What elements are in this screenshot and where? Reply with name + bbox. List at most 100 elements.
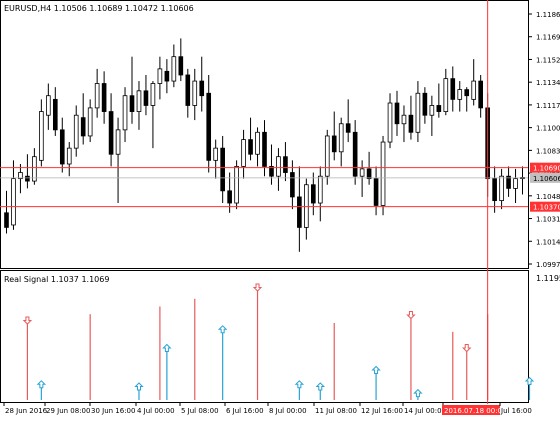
candle <box>352 120 358 185</box>
indicator-axis-top-label: 1.1195 <box>536 274 560 283</box>
signal-blue <box>524 376 535 400</box>
candle-body <box>248 139 253 155</box>
candle-body <box>324 135 330 177</box>
candle <box>192 68 198 121</box>
candle-body <box>227 190 232 204</box>
price-axis-label: 1.10315 <box>536 216 560 224</box>
main-header: EURUSD,H4 1.10506 1.10689 1.10472 1.1060… <box>4 4 194 13</box>
candle <box>164 59 170 94</box>
up-arrow-icon <box>162 343 172 352</box>
time-axis-label: 11 Jul 08:00 <box>315 407 357 415</box>
candle-body <box>331 135 337 153</box>
candle-body <box>450 78 456 100</box>
candles-layer <box>4 38 525 252</box>
candle-body <box>199 80 205 97</box>
candle-body <box>492 178 497 201</box>
signal-red <box>462 344 472 400</box>
candle <box>443 68 449 116</box>
candle <box>220 135 225 204</box>
candle-body <box>87 107 93 137</box>
candle-body <box>304 184 309 228</box>
candle-body <box>150 83 156 106</box>
down-arrow-icon <box>406 311 416 320</box>
price-axis: 1.11865 1.11690 1.11520 1.11345 1.11175 1.110… <box>528 11 560 269</box>
price-axis-label: 1.11345 <box>536 79 560 87</box>
candle-body <box>255 131 260 155</box>
candle-body <box>359 168 365 177</box>
time-axis-label: 30 Jun 16:00 <box>91 407 135 415</box>
price-tag-value: 1.10690 <box>533 165 560 173</box>
candle <box>32 148 37 185</box>
signal-blue <box>36 380 47 400</box>
candle-body <box>11 178 16 226</box>
candle-body <box>297 196 302 228</box>
candle-body <box>39 111 44 161</box>
candle-body <box>506 175 511 189</box>
up-arrow-icon <box>36 380 47 389</box>
candle <box>310 172 316 216</box>
candle <box>87 99 93 143</box>
candle-body <box>464 89 470 97</box>
candle-body <box>401 114 407 125</box>
candle-body <box>52 98 58 131</box>
down-arrow-icon <box>22 316 33 325</box>
price-tag-value: 1.10370 <box>533 204 560 212</box>
signals-layer <box>22 283 535 400</box>
candle <box>136 81 142 130</box>
candle-body <box>185 74 191 106</box>
candle <box>464 87 470 112</box>
price-tag-lower-level: 1.10370 <box>530 201 560 212</box>
candle-body <box>241 139 246 167</box>
candle <box>101 71 107 124</box>
time-axis-label: 6 Jul 16:00 <box>226 407 264 415</box>
candle-body <box>164 70 170 82</box>
candle-body <box>136 90 142 112</box>
candle-body <box>387 102 393 143</box>
candle-body <box>129 95 135 112</box>
signal-red <box>22 316 33 400</box>
candle <box>499 168 504 210</box>
candle <box>415 81 421 143</box>
candle <box>199 56 205 112</box>
price-axis-label: 1.11175 <box>536 102 560 110</box>
candle-body <box>122 95 128 131</box>
candle <box>227 172 232 213</box>
price-axis-label: 1.10485 <box>536 193 560 201</box>
candle-body <box>192 80 198 106</box>
price-axis-label: 1.09975 <box>536 261 560 269</box>
candle <box>324 129 330 185</box>
candle <box>317 166 323 222</box>
candle <box>478 74 483 118</box>
candle-body <box>80 117 86 137</box>
candle <box>80 93 86 145</box>
candle <box>297 166 302 252</box>
up-arrow-icon <box>413 388 423 398</box>
candle-body <box>471 80 477 100</box>
candle <box>248 117 253 161</box>
candle-body <box>234 166 239 204</box>
candle <box>234 160 239 210</box>
candle-body <box>66 147 72 165</box>
candle-body <box>457 89 463 100</box>
candle <box>331 111 337 161</box>
candle-body <box>443 78 449 112</box>
candle-body <box>46 95 51 116</box>
candle <box>206 74 212 173</box>
candle-body <box>73 114 79 149</box>
up-arrow-icon <box>294 380 305 389</box>
up-arrow-icon <box>315 382 325 391</box>
signal-blue <box>371 365 381 400</box>
candle-body <box>25 175 30 182</box>
price-axis-label: 1.11865 <box>536 11 560 19</box>
candle-body <box>415 92 421 133</box>
down-arrow-icon <box>462 344 472 353</box>
time-axis-label: 5 Jul 08:00 <box>181 407 219 415</box>
main-pane-frame <box>0 0 529 269</box>
candle-body <box>380 141 386 206</box>
candle-body <box>94 83 100 109</box>
candle-body <box>101 83 107 112</box>
candle <box>94 68 100 118</box>
price-tag-value: 1.10606 <box>533 175 560 183</box>
